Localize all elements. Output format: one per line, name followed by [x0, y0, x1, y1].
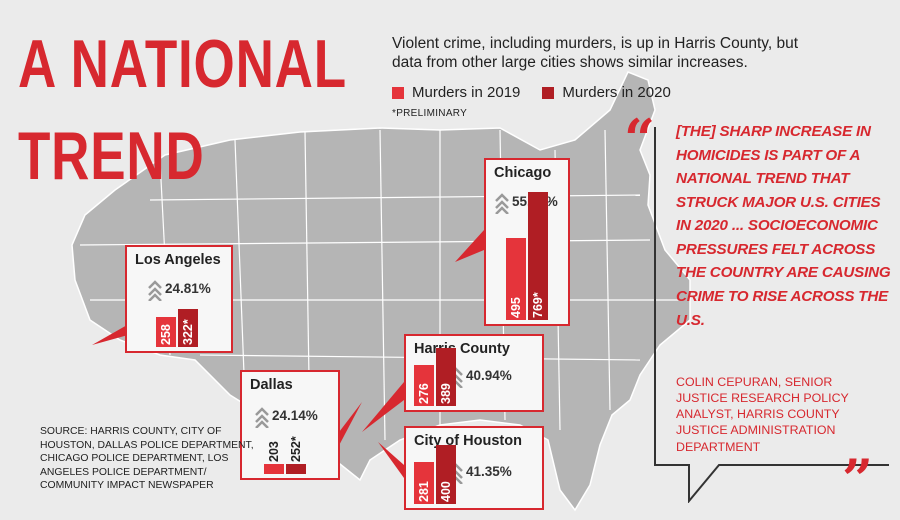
bar-2019 [264, 464, 284, 474]
increase-chevron-icon [254, 406, 270, 429]
city-name: City of Houston [414, 433, 522, 449]
callout-city-of-houston: City of Houston 41.35% 281 400 [404, 426, 544, 510]
city-name: Harris County [414, 341, 510, 357]
legend-item-2020: Murders in 2020 [542, 84, 671, 101]
bar-2020 [528, 192, 548, 320]
city-name: Dallas [250, 377, 293, 393]
legend-label-2019: Murders in 2019 [412, 84, 521, 101]
bar-2019 [414, 462, 434, 504]
percent-change: 24.14% [272, 408, 318, 423]
subtitle: Violent crime, including murders, is up … [392, 35, 799, 72]
callout-dallas: Dallas 24.14% 203 252* [240, 370, 340, 480]
open-quote-icon: “ [624, 107, 656, 171]
callout-harris-county: Harris County 40.94% 276 389 [404, 334, 544, 412]
bar-value-label: 389 [439, 383, 453, 404]
bar-2020 [286, 464, 306, 474]
close-quote-icon: ” [842, 447, 874, 511]
bar-value-label: 322* [181, 319, 195, 345]
legend-swatch-2020 [542, 86, 555, 99]
bar-2019 [156, 317, 176, 347]
bar-2019 [414, 365, 434, 406]
legend-item-2019: Murders in 2019 [392, 84, 520, 101]
increase-chevron-icon [147, 279, 163, 302]
bar-value-label: 769* [531, 292, 545, 318]
preliminary-note: *PRELIMINARY [392, 108, 468, 119]
increase-chevron-icon [494, 192, 510, 215]
page-title-line-2: TREND [18, 118, 205, 194]
bar-2020 [436, 348, 456, 406]
bar-value-label: 281 [417, 481, 431, 502]
bar-value-label: 400 [439, 481, 453, 502]
city-name: Los Angeles [135, 252, 221, 268]
quote-panel-frame [654, 127, 889, 503]
bar-value-label: 276 [417, 383, 431, 404]
quote-text: [The] sharp increase in homicides is par… [676, 123, 891, 329]
bar-value-label: 203 [267, 441, 281, 462]
callout-los-angeles: Los Angeles 24.81% 258 322* [125, 245, 233, 353]
city-name: Chicago [494, 165, 552, 181]
bar-value-label: 258 [159, 324, 173, 345]
quote-attribution: Colin Cepuran, senior justice research p… [676, 375, 849, 454]
legend-swatch-2019 [392, 86, 404, 99]
page-title-line-1: A NATIONAL [18, 26, 347, 102]
bar-value-label: 495 [509, 297, 523, 318]
bar-2020 [178, 309, 198, 347]
percent-change: 41.35% [466, 464, 512, 479]
legend-label-2020: Murders in 2020 [562, 84, 671, 101]
bar-value-label: 252* [289, 436, 303, 462]
source-note: SOURCE: HARRIS COUNTY, CITY OF HOUSTON, … [40, 426, 254, 492]
percent-change: 24.81% [165, 281, 211, 296]
bar-2019 [506, 238, 526, 320]
percent-change: 40.94% [466, 368, 512, 383]
legend: Murders in 2019 Murders in 2020 [392, 84, 671, 101]
bar-2020 [436, 445, 456, 504]
